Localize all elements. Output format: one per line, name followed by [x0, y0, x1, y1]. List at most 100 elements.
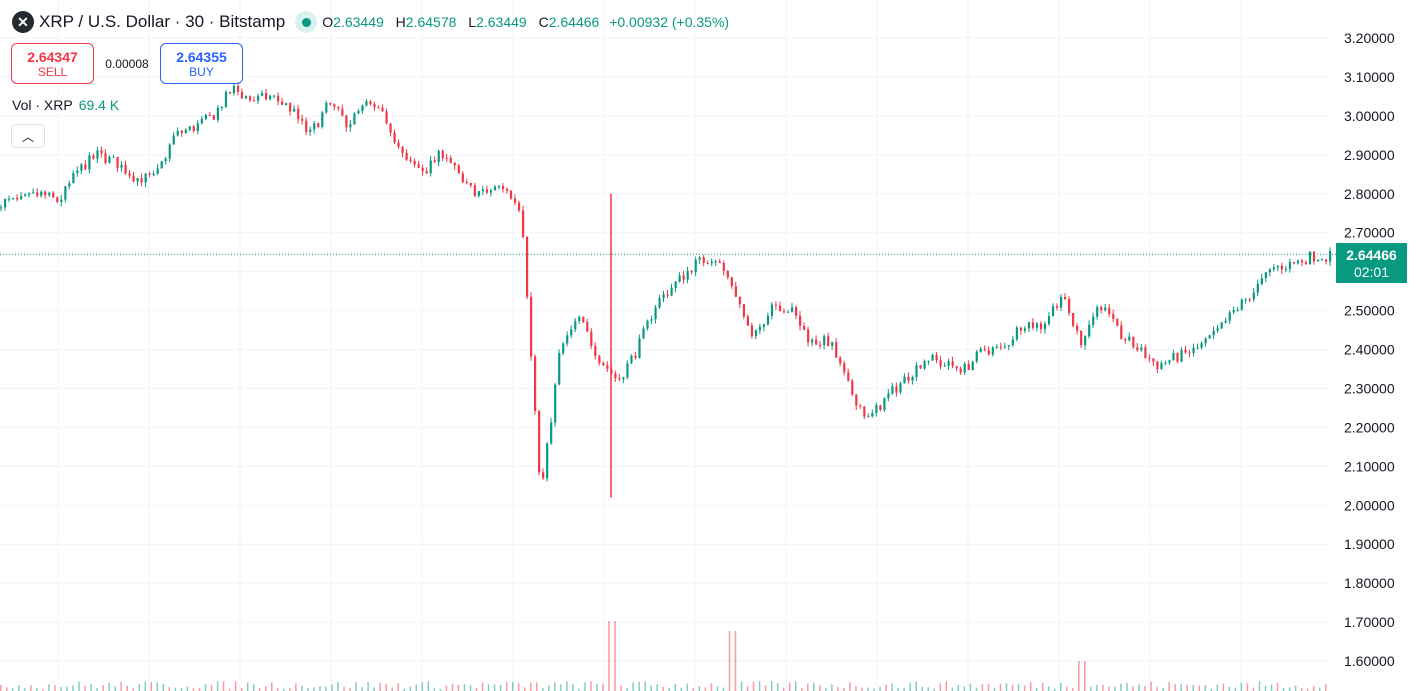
volume-bar — [807, 683, 809, 691]
candle-body — [598, 355, 601, 363]
candle-body — [626, 363, 629, 378]
volume-bar — [1017, 684, 1020, 691]
volume-bar — [1324, 684, 1327, 691]
candle-body — [883, 398, 886, 411]
volume-bar — [1210, 688, 1213, 691]
buy-button[interactable]: 2.64355 BUY — [160, 43, 243, 84]
candle-body — [48, 192, 51, 196]
volume-bar — [66, 686, 68, 691]
volume-bar — [831, 684, 833, 691]
volume-bar — [337, 682, 339, 691]
volume-bar — [608, 621, 610, 691]
candle-body — [1039, 323, 1043, 330]
collapse-legend-button[interactable]: ︿ — [11, 124, 45, 148]
candle-body — [493, 186, 497, 191]
high-value: 2.64578 — [405, 14, 457, 30]
close-label: C — [538, 14, 549, 30]
volume-bar — [740, 681, 743, 691]
candle-body — [377, 107, 380, 109]
volume-bar — [915, 681, 917, 691]
candle-body — [1152, 358, 1155, 362]
candle-body — [991, 347, 994, 355]
candle-body — [1184, 349, 1187, 353]
candle-body — [618, 378, 621, 380]
volume-bar — [674, 683, 677, 691]
sell-button[interactable]: 2.64347 SELL — [11, 43, 94, 84]
volume-bar — [602, 683, 604, 691]
volume-bar — [758, 681, 761, 691]
candle-body — [104, 153, 107, 164]
candle-body — [642, 328, 645, 339]
volume-bar — [1150, 681, 1152, 691]
candle-body — [525, 236, 529, 297]
market-status-icon[interactable] — [295, 11, 318, 33]
candle-body — [1015, 327, 1019, 340]
volume-bar — [1234, 687, 1237, 691]
volume-value: 69.4 K — [78, 97, 120, 113]
candle-body — [517, 202, 521, 211]
candle-body — [622, 377, 625, 380]
candle-body — [891, 386, 894, 394]
volume-bar — [692, 688, 695, 691]
volume-bar — [391, 687, 393, 691]
candle-body — [521, 210, 525, 237]
candle-body — [36, 192, 39, 196]
volume-bar — [1011, 684, 1014, 691]
volume-bar — [1312, 686, 1315, 691]
candle-body — [1188, 352, 1191, 354]
volume-bar — [222, 681, 225, 691]
candle-body — [441, 150, 444, 159]
volume-bar — [174, 687, 177, 691]
candle-body — [152, 173, 155, 176]
candle-body — [168, 144, 171, 159]
volume-bar — [138, 684, 141, 691]
y-tick-label: 2.10000 — [1344, 458, 1395, 474]
candle-body — [1011, 339, 1015, 346]
volume-bar — [897, 687, 899, 691]
candle-body — [1076, 325, 1079, 331]
volume-bar — [162, 683, 165, 691]
candle-body — [815, 339, 818, 345]
volume-bar — [379, 682, 381, 691]
volume-bar — [1144, 685, 1146, 691]
volume-bar — [385, 683, 387, 691]
y-tick-label: 1.90000 — [1344, 536, 1395, 552]
candle-body — [722, 262, 725, 271]
volume-bar — [548, 685, 550, 691]
candle-body — [855, 394, 858, 406]
volume-bar — [78, 681, 80, 691]
candle-body — [1228, 312, 1231, 321]
candle-body — [726, 270, 729, 278]
candle-body — [614, 373, 617, 379]
candle-body — [301, 118, 304, 121]
volume-bar — [132, 688, 134, 691]
candle-body — [313, 123, 316, 130]
candle-body — [927, 360, 930, 362]
last-price-label: 2.64466 02:01 — [1336, 243, 1407, 283]
volume-bar — [1222, 683, 1225, 691]
candle-body — [84, 164, 87, 170]
candle-body — [1148, 357, 1151, 359]
candle-body — [738, 296, 741, 305]
candle-body — [449, 158, 452, 163]
candle-body — [1284, 268, 1288, 270]
candle-body — [485, 189, 489, 193]
candle-body — [232, 85, 236, 94]
volume-bar — [1029, 682, 1032, 691]
volume-bar — [843, 688, 845, 691]
candle-body — [538, 410, 541, 473]
candle-body — [465, 182, 468, 184]
candle-body — [12, 197, 15, 199]
volume-bar — [1318, 687, 1321, 691]
candle-body — [1244, 299, 1247, 301]
candle-body — [574, 320, 577, 330]
volume-bar — [776, 683, 779, 691]
volume-bar — [523, 687, 526, 691]
candle-body — [794, 307, 798, 316]
symbol-title[interactable]: XRP / U.S. Dollar · 30 · Bitstamp — [39, 12, 286, 31]
candle-body — [349, 124, 352, 128]
volume-legend[interactable]: Vol · XRP 69.4 K — [12, 97, 119, 113]
volume-bar — [48, 684, 50, 691]
volume-bar — [770, 681, 773, 691]
